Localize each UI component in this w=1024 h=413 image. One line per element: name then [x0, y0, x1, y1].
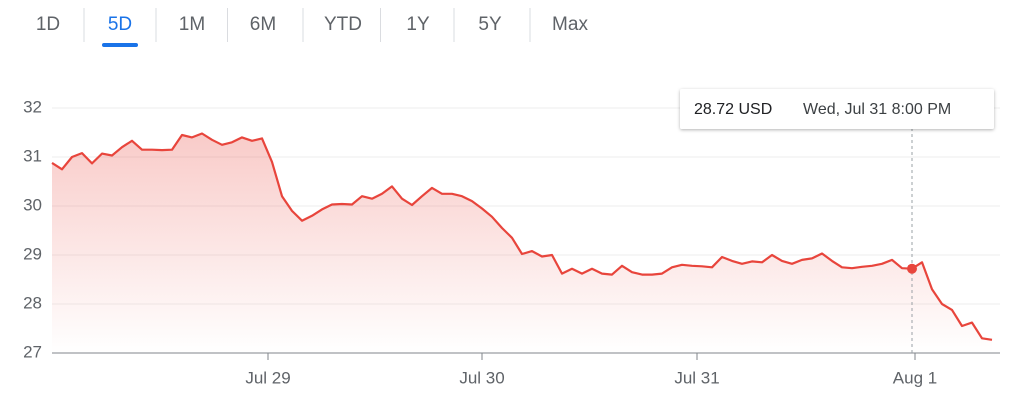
- y-tick-label: 30: [23, 195, 42, 214]
- price-line: [51, 132, 993, 341]
- y-tick-label: 32: [23, 97, 42, 116]
- range-tab[interactable]: 5D: [108, 14, 132, 35]
- x-tick-label: Jul 29: [245, 368, 290, 387]
- range-tab[interactable]: 5Y: [478, 14, 502, 35]
- x-tick-label: Jul 30: [459, 368, 504, 387]
- tooltip-date: Wed, Jul 31 8:00 PM: [803, 101, 951, 118]
- range-tab[interactable]: 6M: [250, 14, 276, 35]
- range-tab[interactable]: 1Y: [406, 14, 430, 35]
- cursor-point: [907, 263, 917, 274]
- area-fill: [52, 133, 992, 353]
- selected-underline: [102, 43, 138, 47]
- x-tick-label: Aug 1: [893, 368, 937, 387]
- y-tick-label: 31: [23, 146, 42, 165]
- plot: 27 28 29 30 31 32 Jul 29 Jul 30 Jul 31 Aug 1 28.72…: [23, 89, 1000, 387]
- y-tick-label: 27: [23, 342, 42, 361]
- y-tick-label: 29: [23, 244, 42, 263]
- range-tab[interactable]: 1M: [179, 14, 205, 35]
- range-tab[interactable]: Max: [552, 14, 588, 35]
- tooltip-value: 28.72 USD: [694, 101, 772, 118]
- tooltip-box: [680, 89, 994, 129]
- y-tick-label: 28: [23, 293, 42, 312]
- x-tick-label: Jul 31: [674, 368, 719, 387]
- range-tab[interactable]: 1D: [36, 14, 60, 35]
- range-tabs: 1D 5D 1M 6M YTD 1Y 5Y Max: [36, 8, 588, 47]
- range-tab[interactable]: YTD: [324, 14, 362, 35]
